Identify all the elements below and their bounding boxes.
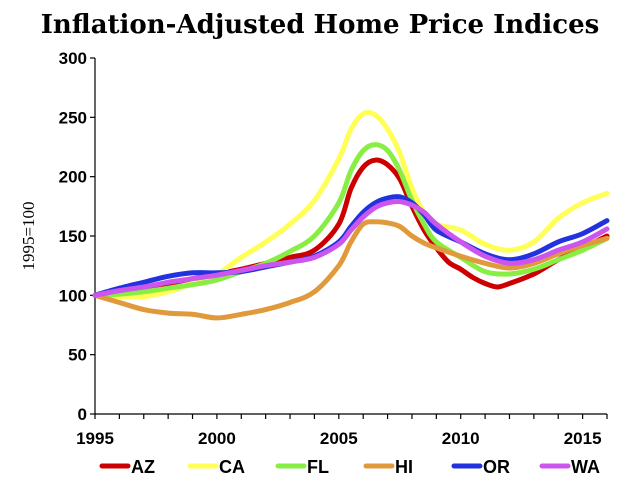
- series-lines: [92, 109, 610, 321]
- series-line-wa: [92, 198, 610, 298]
- x-tick-label: 1995: [76, 429, 114, 448]
- chart-title: Inflation-Adjusted Home Price Indices: [41, 10, 600, 40]
- y-tick-label: 200: [59, 168, 87, 187]
- x-tick-label: 2005: [320, 429, 358, 448]
- series-line-fl: [92, 142, 610, 298]
- x-tick-label: 2010: [442, 429, 480, 448]
- legend-label-wa: WA: [571, 457, 600, 477]
- legend-label-hi: HI: [395, 457, 413, 477]
- y-tick-label: 100: [59, 286, 87, 305]
- y-tick-label: 50: [68, 346, 87, 365]
- legend-label-or: OR: [483, 457, 510, 477]
- series-line-hi: [92, 219, 610, 321]
- legend-label-ca: CA: [219, 457, 245, 477]
- y-tick-label: 0: [78, 405, 87, 424]
- legend: AZ CA FL HI OR WA: [99, 457, 600, 477]
- x-tick-label: 2000: [198, 429, 236, 448]
- series-line-or: [92, 194, 610, 298]
- legend-label-fl: FL: [307, 457, 329, 477]
- y-tick-label: 150: [59, 227, 87, 246]
- legend-label-az: AZ: [131, 457, 155, 477]
- x-tick-label: 2015: [564, 429, 602, 448]
- y-tick-label: 300: [59, 49, 87, 68]
- y-tick-label: 250: [59, 108, 87, 127]
- axes: 0 50 100 150 200 250 300 1995 2000 2005 2010 2015: [59, 49, 608, 448]
- y-axis-label: 1995=100: [19, 201, 38, 270]
